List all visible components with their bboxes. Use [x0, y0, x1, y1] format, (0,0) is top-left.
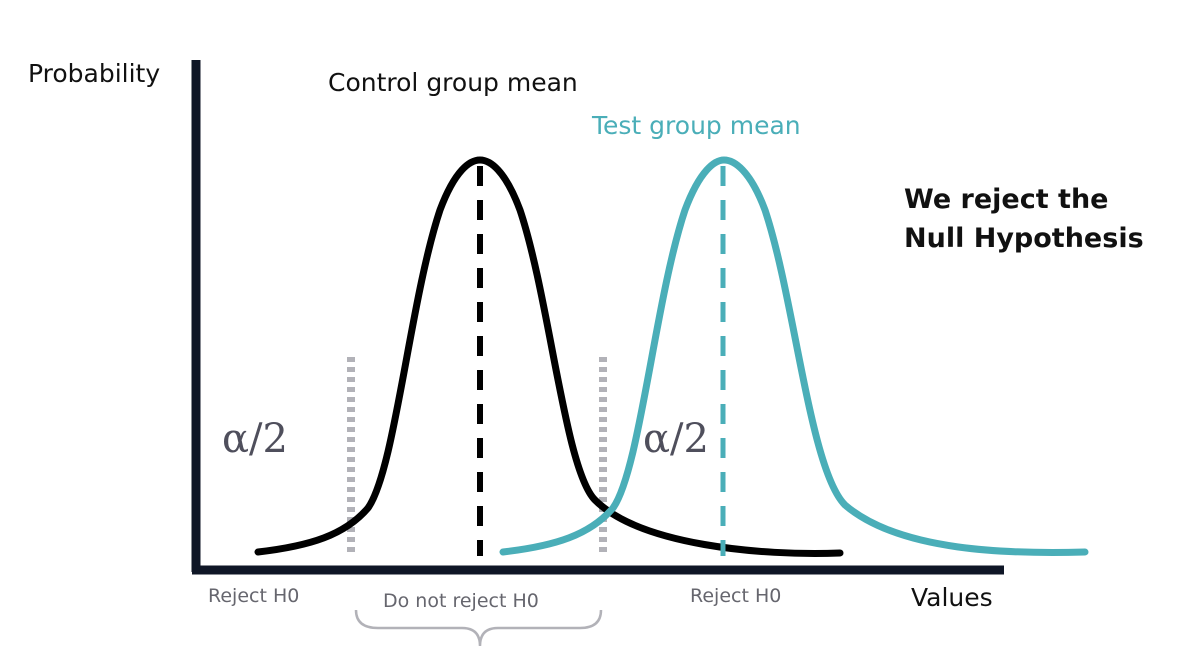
do-not-reject-h0-label: Do not reject H0	[383, 590, 539, 612]
x-axis-label: Values	[911, 583, 993, 612]
alpha-half-right-label: α/2	[643, 416, 709, 462]
non-rejection-brace	[354, 609, 603, 647]
reject-h0-right-label: Reject H0	[690, 585, 781, 607]
conclusion-line-1: We reject the	[904, 184, 1108, 215]
test-mean-label: Test group mean	[591, 111, 801, 140]
reject-h0-left-label: Reject H0	[208, 585, 299, 607]
control-mean-label: Control group mean	[328, 68, 578, 97]
test-distribution-curve	[499, 156, 1089, 556]
y-axis-label: Probability	[28, 59, 160, 88]
control-distribution-curve	[254, 156, 844, 557]
conclusion-line-2: Null Hypothesis	[904, 223, 1144, 254]
alpha-half-left-label: α/2	[222, 416, 288, 462]
